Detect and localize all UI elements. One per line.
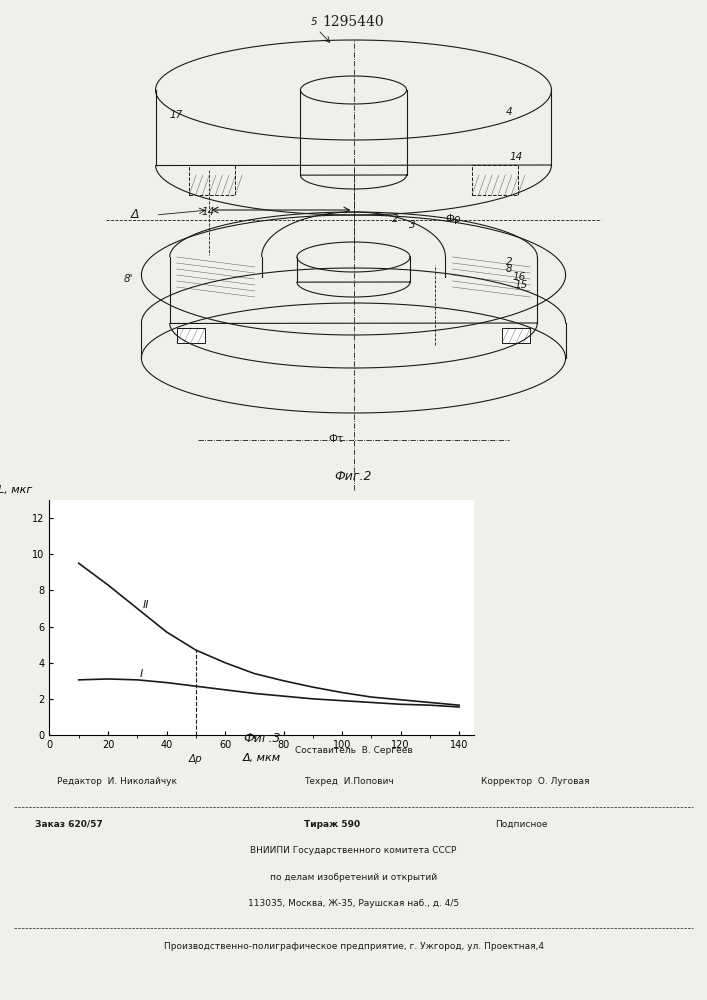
Text: Фτ: Фτ (329, 434, 344, 444)
Text: Редактор  И. Николайчук: Редактор И. Николайчук (57, 777, 177, 786)
Text: 8': 8' (124, 274, 133, 284)
Bar (177, 328, 205, 343)
Text: II: II (143, 600, 150, 610)
Text: 14: 14 (509, 152, 522, 162)
Text: Техред  И.Попович: Техред И.Попович (304, 777, 394, 786)
Text: Фиг.3: Фиг.3 (243, 732, 281, 745)
Text: ВНИИПИ Государственного комитета СССР: ВНИИПИ Государственного комитета СССР (250, 846, 457, 855)
Text: Фρ: Фρ (445, 215, 461, 225)
Text: Производственно-полиграфическое предприятие, г. Ужгород, ул. Проектная,4: Производственно-полиграфическое предприя… (163, 942, 544, 951)
Text: 4: 4 (506, 107, 512, 117)
Text: 14: 14 (201, 207, 215, 217)
Text: Корректор  О. Луговая: Корректор О. Луговая (481, 777, 589, 786)
Text: Фиг.2: Фиг.2 (334, 470, 373, 483)
Bar (472, 165, 518, 195)
Text: 5: 5 (311, 17, 317, 27)
Text: Составитель  В. Сергеев: Составитель В. Сергеев (295, 746, 412, 755)
Text: 8: 8 (506, 264, 512, 274)
Text: 2: 2 (392, 215, 399, 225)
Y-axis label: L, мкг: L, мкг (0, 485, 33, 495)
Text: 3: 3 (409, 220, 415, 230)
Text: 15: 15 (515, 279, 528, 290)
Text: Заказ 620/57: Заказ 620/57 (35, 820, 103, 829)
Bar (502, 328, 530, 343)
Text: Δр: Δр (189, 754, 203, 764)
Bar (189, 165, 235, 195)
Text: 17: 17 (170, 109, 183, 119)
Text: Δ: Δ (131, 208, 139, 221)
Text: по делам изобретений и открытий: по делам изобретений и открытий (270, 873, 437, 882)
Text: 2: 2 (506, 257, 512, 267)
Text: I: I (140, 669, 144, 679)
Text: 1295440: 1295440 (322, 15, 385, 29)
Text: 16: 16 (513, 272, 526, 282)
Text: Тираж 590: Тираж 590 (304, 820, 360, 829)
Text: 113035, Москва, Ж-35, Раушская наб., д. 4/5: 113035, Москва, Ж-35, Раушская наб., д. … (248, 899, 459, 908)
Text: Подписное: Подписное (495, 820, 547, 829)
X-axis label: Δ, мкм: Δ, мкм (243, 753, 281, 763)
